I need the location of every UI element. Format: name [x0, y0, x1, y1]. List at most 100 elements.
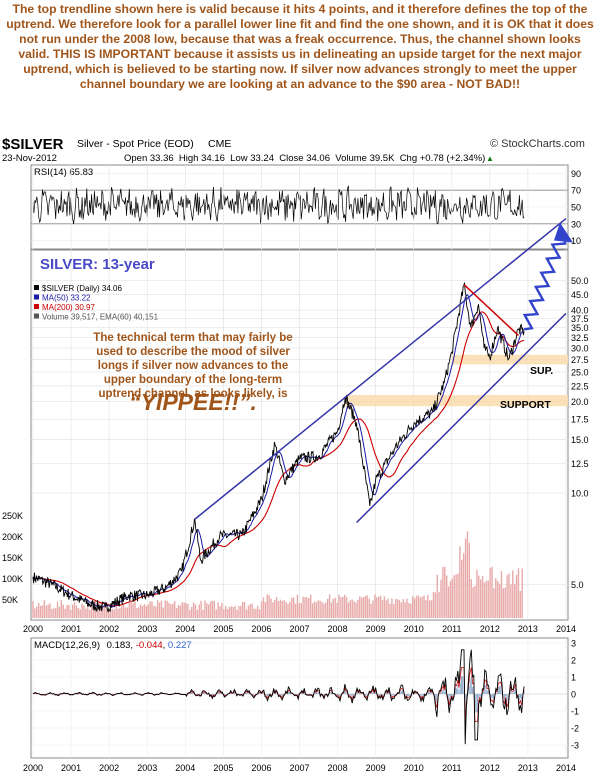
price-tick-label: 40.0	[571, 306, 589, 316]
legend-entry: Volume 39,517, EMA(60) 40,151	[42, 313, 159, 322]
chart-panel-title: SILVER: 13-year	[40, 256, 155, 273]
macd-label: MACD(12,26,9) 0.183, -0.044, 0.227	[34, 640, 192, 651]
year-tick-label: 2010	[404, 763, 424, 773]
year-tick-label: 2004	[175, 763, 195, 773]
commentary-paragraph: The top trendline shown here is valid be…	[6, 2, 594, 91]
chart-exchange: CME	[208, 138, 231, 150]
price-tick-label: 10.0	[571, 489, 589, 499]
macd-tick-label: 3	[571, 639, 576, 649]
legend-entry: $SILVER (Daily) 34.06	[42, 284, 122, 293]
year-tick-label: 2005	[213, 763, 233, 773]
resistance-line	[463, 284, 519, 336]
macd-tick-label: -1	[571, 707, 579, 717]
year-tick-label: 2011	[442, 763, 461, 773]
chart-symbol: $SILVER	[2, 136, 64, 153]
comment-line: The technical term that may fairly be	[93, 332, 292, 344]
year-tick-label: 2012	[480, 624, 500, 634]
rsi-tick-label: 90	[571, 169, 581, 179]
volume-tick-label: 150K	[2, 553, 23, 563]
year-axis-bottom: 2000 2001 2002 2003 2004 2005 2006 2007 2008 2009…	[23, 763, 576, 773]
legend-swatch	[34, 285, 39, 290]
year-tick-label: 2014	[556, 763, 576, 773]
mood-comment: The technical term that may fairly be use…	[93, 332, 292, 400]
comment-line: longs if silver now advances to the	[98, 360, 288, 372]
price-tick-label: 32.5	[571, 333, 589, 343]
year-tick-label: 2000	[23, 624, 43, 634]
rsi-tick-label: 10	[571, 236, 581, 246]
year-tick-label: 2003	[137, 763, 157, 773]
legend-swatch	[34, 294, 39, 300]
comment-line: used to describe the mood of silver	[96, 346, 290, 358]
year-tick-label: 2000	[23, 763, 43, 773]
price-tick-label: 30.0	[571, 344, 589, 354]
comment-line: uptrend channel, as looks likely, is	[99, 388, 288, 400]
year-tick-label: 2006	[251, 763, 271, 773]
lower-channel-line	[356, 312, 567, 524]
macd-tick-label: -2	[571, 724, 579, 734]
volume-tick-label: 100K	[2, 574, 23, 584]
year-tick-label: 2011	[442, 624, 461, 634]
year-tick-label: 2009	[366, 624, 386, 634]
year-tick-label: 2012	[480, 763, 500, 773]
sup-label: SUP.	[530, 365, 553, 377]
legend-swatch	[34, 313, 39, 319]
year-tick-label: 2010	[404, 624, 424, 634]
support-band	[345, 395, 568, 407]
year-tick-label: 2006	[251, 624, 271, 634]
macd-tick-label: 2	[571, 656, 576, 666]
price-tick-label: 25.0	[571, 368, 589, 378]
year-tick-label: 2002	[99, 624, 119, 634]
macd-panel: MACD(12,26,9) 0.183, -0.044, 0.227 3 2 1 0 -…	[30, 637, 579, 759]
rsi-line	[32, 185, 525, 225]
year-tick-label: 2001	[61, 624, 81, 634]
volume-tick-label: 200K	[2, 532, 23, 542]
price-tick-label: 27.5	[571, 355, 589, 365]
macd-tick-label: 1	[571, 673, 576, 683]
price-tick-label: 35.0	[571, 323, 589, 333]
price-tick-label: 5.0	[571, 580, 584, 590]
rsi-tick-label: 50	[571, 203, 581, 213]
macd-line	[32, 649, 525, 745]
year-tick-label: 2014	[556, 624, 576, 634]
stockcharts-watermark: © StockCharts.com	[490, 138, 585, 150]
price-tick-label: 20.0	[571, 397, 589, 407]
silver-chart: $SILVER Silver - Spot Price (EOD) CME © …	[0, 134, 599, 778]
volume-tick-label: 250K	[2, 511, 23, 521]
year-tick-label: 2008	[328, 624, 348, 634]
year-axis: 2000 2001 2002 2003 2004 2005 2006 2007 2008 2009…	[23, 624, 576, 634]
year-tick-label: 2007	[289, 763, 309, 773]
year-tick-label: 2008	[328, 763, 348, 773]
projection-arrowhead-icon	[553, 222, 573, 243]
year-tick-label: 2005	[213, 624, 233, 634]
macd-tick-label: -3	[571, 741, 579, 751]
chart-date: 23-Nov-2012	[2, 153, 57, 164]
price-tick-label: 12.5	[571, 459, 589, 469]
macd-tick-label: 0	[571, 690, 576, 700]
price-tick-label: 37.5	[571, 314, 589, 324]
legend-entry: MA(200) 30.97	[42, 303, 95, 312]
rsi-label: RSI(14) 65.83	[34, 167, 93, 178]
price-line	[32, 282, 525, 613]
price-panel: 50.0 45.0 40.037.535.032.530.027.5 25.0 22.5…	[2, 165, 589, 621]
change-up-arrow-icon: ▲	[486, 154, 494, 163]
yippee-text: “YIPPEE!!”.	[129, 389, 257, 415]
support-label: SUPPORT	[500, 399, 551, 411]
rsi-tick-label: 70	[571, 186, 581, 196]
rsi-tick-label: 30	[571, 219, 581, 229]
year-tick-label: 2002	[99, 763, 119, 773]
year-tick-label: 2013	[518, 763, 538, 773]
legend-swatch	[34, 304, 39, 309]
year-tick-label: 2001	[61, 763, 81, 773]
year-tick-label: 2004	[175, 624, 195, 634]
year-tick-label: 2013	[518, 624, 538, 634]
volume-tick-label: 50K	[2, 595, 18, 605]
year-tick-label: 2007	[289, 624, 309, 634]
ma50-line	[32, 294, 525, 609]
price-tick-label: 15.0	[571, 435, 589, 445]
projection-path	[522, 230, 567, 331]
rsi-panel: RSI(14) 65.83 90 70 50 30 10	[30, 164, 581, 250]
comment-line: upper boundary of the long-term	[104, 374, 282, 386]
upper-channel-line	[194, 217, 567, 520]
price-tick-label: 45.0	[571, 290, 589, 300]
price-tick-label: 22.5	[571, 381, 589, 391]
